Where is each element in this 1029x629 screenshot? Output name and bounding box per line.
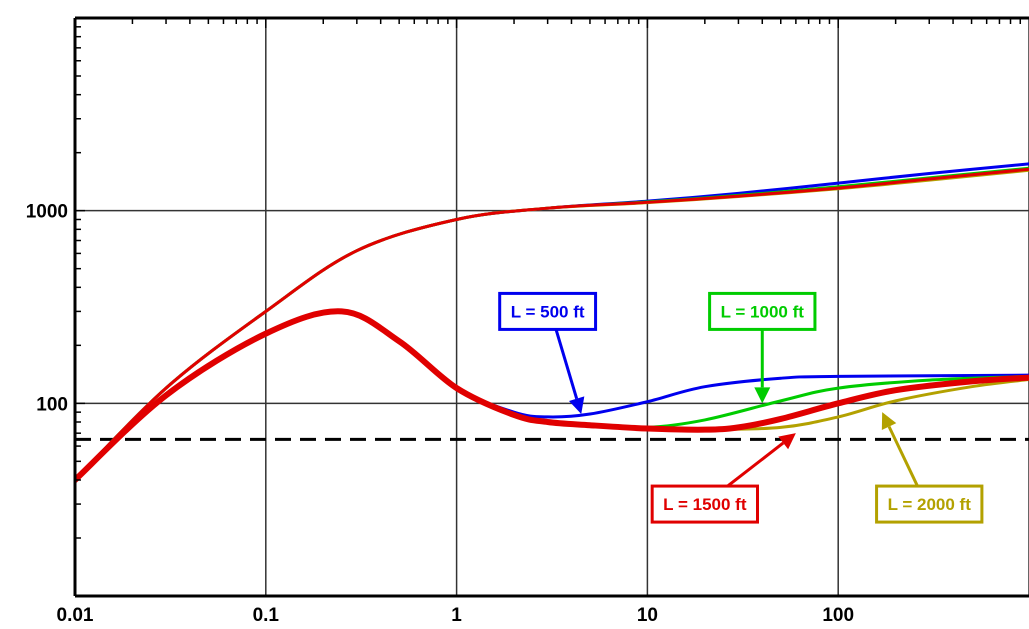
y-tick-label: 100 xyxy=(36,394,68,415)
x-tick-label: 0.1 xyxy=(253,605,280,626)
y-tick-label: 1000 xyxy=(26,202,68,223)
series-d1500 xyxy=(75,308,1029,483)
annotation-0: L = 500 ft xyxy=(498,291,598,415)
series-d500 xyxy=(75,309,1029,482)
annotation-arrow xyxy=(554,328,579,400)
annotation-arrowhead xyxy=(881,412,897,431)
plot-frame xyxy=(73,16,1029,598)
annotation-arrowhead xyxy=(568,396,585,415)
annotation-label: L = 1500 ft xyxy=(663,495,747,514)
annotation-arrowhead xyxy=(778,433,796,450)
annotation-2: L = 1500 ft xyxy=(650,433,796,524)
annotation-box xyxy=(708,291,817,331)
annotation-label: L = 2000 ft xyxy=(888,495,972,514)
series-p1500 xyxy=(75,167,1029,482)
x-tick-label: 100 xyxy=(822,605,854,626)
annotations: L = 500 ft L = 1000 ft L = 1500 ft L = 2000… xyxy=(498,291,984,524)
annotation-label: L = 1000 ft xyxy=(721,302,805,321)
annotation-1: L = 1000 ft xyxy=(708,291,817,404)
annotation-box xyxy=(875,484,984,524)
tick-labels: 0.01 0.1 1 10 100 100 1000 xyxy=(26,202,854,626)
x-tick-label: 0.01 xyxy=(57,605,94,626)
annotation-arrow xyxy=(726,441,785,488)
series-d2000 xyxy=(75,309,1029,482)
annotation-3: L = 2000 ft xyxy=(875,412,984,524)
x-tick-label: 1 xyxy=(451,605,462,626)
annotation-arrow xyxy=(887,425,919,487)
annotation-box xyxy=(498,291,598,331)
annotation-box xyxy=(650,484,760,524)
annotation-label: L = 500 ft xyxy=(511,302,585,321)
annotation-arrowhead xyxy=(754,387,771,404)
series-d1000 xyxy=(75,309,1029,482)
x-tick-label: 10 xyxy=(637,605,658,626)
curves xyxy=(75,162,1029,483)
